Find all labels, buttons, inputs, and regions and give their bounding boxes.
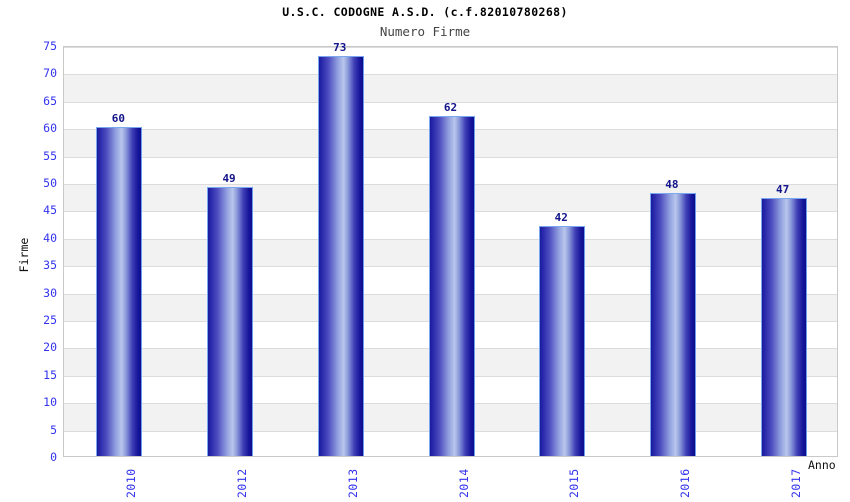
gridline	[64, 47, 837, 48]
plot-area	[63, 46, 838, 457]
y-tick-label: 10	[43, 395, 57, 410]
y-tick-label: 15	[43, 367, 57, 382]
y-tick-label: 55	[43, 148, 57, 163]
bar-value-label: 73	[333, 40, 347, 54]
y-tick-label: 70	[43, 66, 57, 81]
y-tick-label: 25	[43, 313, 57, 327]
bar[interactable]	[96, 127, 143, 456]
chart-subtitle: Numero Firme	[379, 24, 471, 39]
y-tick-label: 75	[43, 39, 57, 53]
bar-value-label: 48	[665, 177, 679, 191]
bar-value-label: 60	[111, 112, 125, 126]
bar[interactable]	[428, 116, 475, 456]
y-axis-tick-labels: 0 5 10 15 20 25 30 35 40 45 50 55 60 65 70 75	[0, 0, 57, 500]
y-tick-label: 50	[43, 176, 57, 190]
y-tick-label: 65	[43, 93, 57, 108]
y-tick-label: 60	[43, 121, 57, 136]
gridline	[64, 102, 837, 103]
bar[interactable]	[760, 198, 807, 456]
chart-title: U.S.C. CODOGNE A.S.D. (c.f.82010780268)	[282, 5, 568, 19]
gridline	[64, 74, 837, 75]
bar[interactable]	[539, 225, 586, 456]
y-tick-label: 40	[43, 230, 57, 245]
y-tick-label: 35	[43, 258, 57, 273]
y-tick-label: 20	[43, 340, 57, 355]
y-tick-label: 0	[50, 450, 57, 464]
bar-value-label: 47	[776, 183, 790, 197]
y-axis-title: Firme	[17, 237, 31, 273]
x-axis-title: Anno	[808, 458, 836, 472]
y-tick-label: 30	[43, 285, 57, 300]
bar-value-label: 42	[554, 210, 568, 224]
bar[interactable]	[207, 187, 254, 456]
bar[interactable]	[649, 192, 696, 456]
bar[interactable]	[317, 55, 364, 456]
y-tick-label: 45	[43, 203, 57, 218]
bar-value-label: 49	[222, 172, 236, 186]
band-stripe	[64, 74, 837, 102]
bar-value-label: 62	[443, 101, 458, 115]
y-tick-label: 5	[50, 422, 57, 437]
